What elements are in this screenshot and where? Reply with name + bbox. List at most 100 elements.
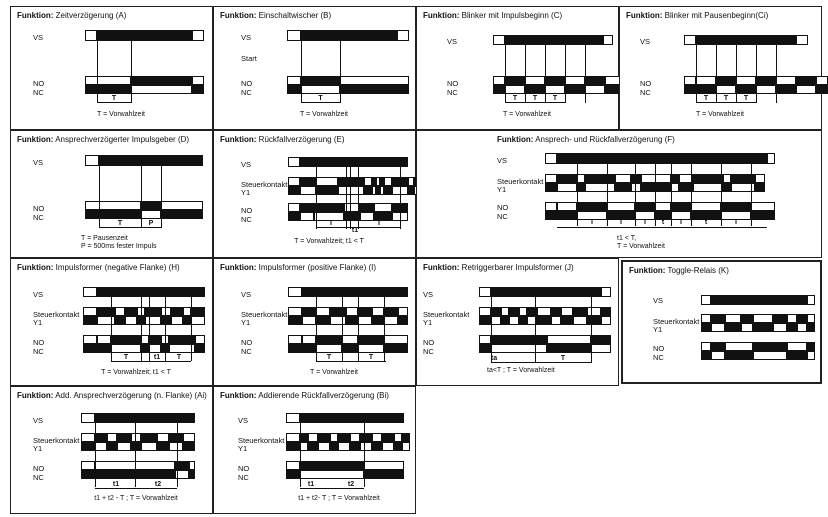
nc-on (374, 212, 392, 221)
edge-line (97, 41, 98, 103)
no-off (342, 335, 358, 344)
ctl-on (491, 307, 501, 316)
time-label: T (368, 354, 374, 361)
time-label: T (328, 220, 334, 227)
edge-line (756, 45, 757, 103)
edge-line (635, 164, 636, 226)
ctl-off (394, 433, 402, 442)
ctl-off (723, 174, 731, 183)
no-on (360, 203, 374, 212)
signal-nc: NC (33, 473, 44, 482)
time-label: T (723, 95, 729, 102)
vs-on (491, 287, 601, 297)
ctl2-off (171, 316, 183, 325)
time-label: T (318, 95, 323, 102)
caption: T = Vorwahlzeit (696, 111, 744, 118)
vs-on (301, 30, 397, 41)
edge-line (300, 423, 301, 487)
no-off (655, 202, 671, 211)
ctl2-on (115, 316, 125, 325)
nc-on (691, 211, 721, 220)
ctl-off (701, 314, 711, 323)
ctl2-on (107, 442, 117, 451)
signal-no: NO (447, 79, 459, 88)
nc-off (300, 212, 314, 221)
ctl-off (288, 177, 300, 186)
ctl-on (360, 433, 372, 442)
ctl-on (797, 314, 807, 323)
no-on (711, 342, 725, 351)
time-label: T (376, 220, 382, 227)
ctl-off (115, 307, 125, 316)
signal-no: NO (33, 79, 45, 88)
ctl2-on (83, 316, 97, 325)
ctl-on (671, 174, 679, 183)
dimension-line (316, 227, 400, 228)
signal-nc: NC (33, 213, 44, 222)
ctl2-on (701, 323, 711, 332)
panel-title: Funktion: Ansprech- und Rückfallverzöger… (497, 135, 675, 144)
signal-nc: NC (640, 88, 651, 97)
ctl2-off (585, 183, 615, 192)
nc-off (301, 85, 340, 94)
caption: t1 + t2- T ; T = Vorwahlzeit (298, 495, 380, 502)
vs-on (696, 35, 796, 45)
nc-off (314, 212, 344, 221)
ctl-off (545, 174, 557, 183)
panel-title: Funktion: Addierende Rückfallverzögerung… (220, 391, 389, 400)
ctl2-off (557, 183, 577, 192)
ctl2-on (376, 186, 380, 195)
ctl-off (479, 307, 491, 316)
ctl2-on (288, 316, 302, 325)
ctl2-on (350, 442, 360, 451)
edge-line (316, 297, 317, 361)
signal-y1: Y1 (497, 185, 507, 194)
edge-line (342, 297, 343, 361)
signal-vs: VS (447, 37, 458, 46)
ctl2-off (191, 316, 205, 325)
ctl-on (300, 177, 316, 186)
edge-line (141, 166, 142, 228)
ctl-off (501, 307, 509, 316)
time-label: T (678, 219, 684, 226)
ctl-off (753, 314, 773, 323)
ctl2-off (125, 316, 137, 325)
no-off (384, 335, 408, 344)
no-off (776, 76, 796, 85)
no-off (364, 461, 404, 470)
nc-off (716, 85, 736, 94)
nc-on (684, 85, 696, 94)
panel-C: Funktion: Blinker mit Impulsbeginn (C) V… (416, 6, 633, 130)
ctl-on (358, 307, 372, 316)
signal-y1: Y1 (241, 188, 251, 197)
nc-on (97, 344, 111, 353)
signal-nc: NC (33, 347, 44, 356)
edge-line (135, 423, 136, 487)
no-off (195, 335, 205, 344)
no-off (302, 335, 316, 344)
edge-line (358, 167, 359, 229)
ctl2-off (671, 183, 679, 192)
ctl2-off (551, 316, 561, 325)
time-label: T (642, 219, 648, 226)
nc-on (736, 85, 756, 94)
signal-vs: VS (640, 37, 651, 46)
time-label: P (148, 220, 154, 227)
caption: T = Vorwahlzeit; t1 < T (294, 238, 364, 245)
edge-line (591, 297, 592, 363)
ctl-on (402, 433, 410, 442)
nc-off (491, 344, 547, 353)
edge-line (364, 423, 365, 487)
edge-line (505, 45, 506, 103)
caption: T = Pausenzeit P = 500ms fester Impuls (81, 235, 157, 250)
ctl2-on (308, 442, 318, 451)
signal-steuerkontakt: Steuerkontakt (241, 180, 288, 189)
panel-title: Funktion: Ansprechverzögerter Impulsgebe… (17, 135, 190, 144)
time-label: T (743, 95, 749, 102)
no-off (684, 76, 696, 85)
ctl2-on (577, 183, 585, 192)
ctl2-off (731, 183, 755, 192)
no-off (83, 335, 97, 344)
ctl2-off (402, 442, 410, 451)
